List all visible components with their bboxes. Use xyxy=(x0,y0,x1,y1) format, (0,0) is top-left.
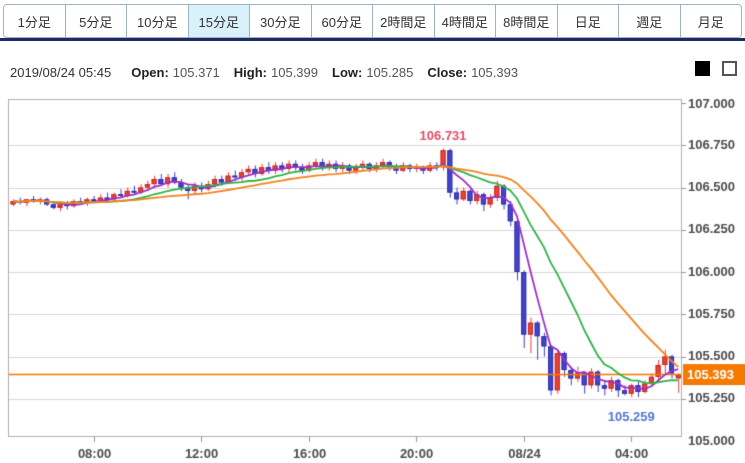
timeframe-tab[interactable]: 1分足 xyxy=(4,5,66,37)
timeframe-tab[interactable]: 4時間足 xyxy=(434,5,496,37)
candle-color-swatches xyxy=(695,61,737,76)
timeframe-tab[interactable]: 日足 xyxy=(557,5,619,37)
outline-square-swatch[interactable] xyxy=(722,61,737,76)
low-label: Low: xyxy=(332,64,363,80)
timeframe-tab[interactable]: 5分足 xyxy=(65,5,127,37)
timeframe-tab[interactable]: 10分足 xyxy=(127,5,189,37)
high-label: High: xyxy=(233,64,267,80)
tabbar-underline xyxy=(0,38,745,41)
timeframe-tab[interactable]: 2時間足 xyxy=(373,5,435,37)
filled-square-swatch[interactable] xyxy=(695,61,710,76)
timeframe-tab[interactable]: 週足 xyxy=(619,5,681,37)
timeframe-tab[interactable]: 30分足 xyxy=(250,5,312,37)
timeframe-tab[interactable]: 60分足 xyxy=(311,5,373,37)
ohlc-info-row: 2019/08/24 05:45 Open: 105.371 High: 105… xyxy=(10,63,532,81)
low-value: 105.285 xyxy=(366,64,414,80)
close-label: Close: xyxy=(427,64,468,80)
close-value: 105.393 xyxy=(471,64,519,80)
candlestick-chart[interactable] xyxy=(0,90,745,463)
timeframe-tabbar: 1分足 5分足 10分足 15分足 30分足 60分足 2時間足 4時間足 8時間足 日足 週足 月足 xyxy=(3,4,742,38)
candle-datetime: 2019/08/24 05:45 xyxy=(10,64,112,80)
open-value: 105.371 xyxy=(172,64,220,80)
timeframe-tab[interactable]: 月足 xyxy=(680,5,741,37)
timeframe-tab[interactable]: 15分足 xyxy=(188,5,250,37)
open-label: Open: xyxy=(131,64,169,80)
high-value: 105.399 xyxy=(271,64,318,80)
timeframe-tab[interactable]: 8時間足 xyxy=(496,5,558,37)
